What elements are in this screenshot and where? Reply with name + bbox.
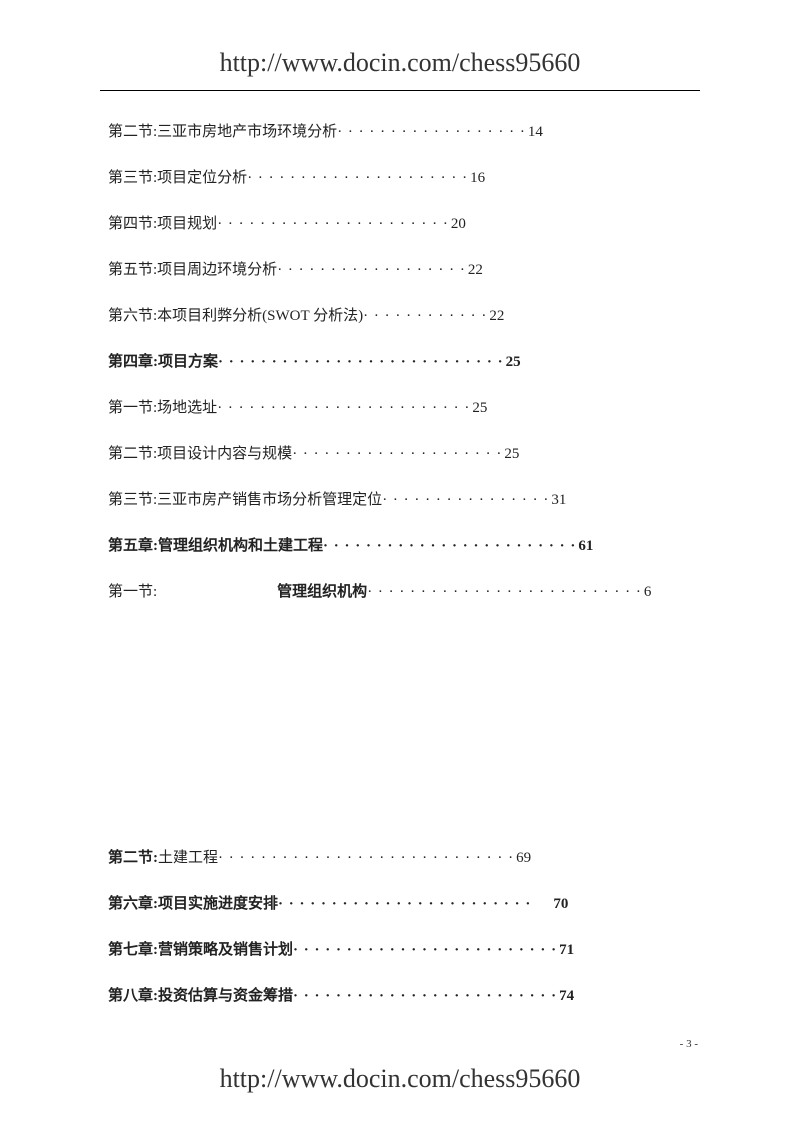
toc-entry: 第二节: 土建工程· · · · · · · · · · · · · · · ·… bbox=[108, 846, 700, 867]
toc-entry: 第五节:项目周边环境分析· · · · · · · · · · · · · · … bbox=[108, 258, 700, 279]
toc-entry-dots: · · · · · · · · · · · · · · · · · · bbox=[277, 262, 466, 279]
toc-entry-dots: · · · · · · · · · · · · bbox=[363, 308, 487, 325]
page-number: - 3 - bbox=[680, 1038, 698, 1050]
toc-entry-title: 项目规划 bbox=[157, 212, 217, 233]
toc-entry-label: 第二节: bbox=[108, 120, 157, 141]
toc-entry-dots: · · · · · · · · · · · · · · · · · · · · bbox=[292, 446, 502, 463]
toc-entry-dots: · · · · · · · · · · · · · · · · · · · · … bbox=[247, 170, 468, 187]
toc-entry-label: 第七章: bbox=[108, 938, 158, 959]
toc-entry-page: 25 bbox=[504, 446, 519, 463]
toc-entry-dots: · · · · · · · · · · · · · · · · · · · · … bbox=[367, 584, 642, 601]
toc-entry: 第三节:三亚市房产销售市场分析管理定位· · · · · · · · · · ·… bbox=[108, 488, 700, 509]
header-rule bbox=[100, 90, 700, 91]
toc-entry: 第六章:项目实施进度安排· · · · · · · · · · · · · · … bbox=[108, 892, 700, 913]
toc-entry-label: 第一节: bbox=[108, 580, 157, 601]
toc-entry-dots: · · · · · · · · · · · · · · · · · · · · … bbox=[218, 850, 514, 867]
toc-entry-page: 16 bbox=[470, 170, 485, 187]
toc-entry-label: 第六节: bbox=[108, 304, 157, 325]
toc-entry-page: 70 bbox=[553, 896, 568, 913]
toc-entry-title: 土建工程 bbox=[158, 846, 218, 867]
toc-entry-page: 22 bbox=[468, 262, 483, 279]
toc-entry-dots: · · · · · · · · · · · · · · · · · · · · … bbox=[217, 400, 470, 417]
toc-entry-label: 第八章: bbox=[108, 984, 158, 1005]
toc-entry: 第四节:项目规划· · · · · · · · · · · · · · · · … bbox=[108, 212, 700, 233]
toc-entry-page: 6 bbox=[644, 584, 652, 601]
toc-entry-label: 第五节: bbox=[108, 258, 157, 279]
toc-entry-dots: · · · · · · · · · · · · · · · · · · bbox=[337, 124, 526, 141]
toc-entry: 第五章:管理组织机构和土建工程· · · · · · · · · · · · ·… bbox=[108, 534, 700, 555]
toc-entry-page: 61 bbox=[578, 538, 593, 555]
toc-entry-page: 71 bbox=[559, 942, 574, 959]
toc-entry-dots: · · · · · · · · · · · · · · · · · · · · … bbox=[293, 988, 557, 1005]
toc-entry-title: 项目设计内容与规模 bbox=[157, 442, 292, 463]
toc-entry-page: 25 bbox=[472, 400, 487, 417]
toc-entry-title: 场地选址 bbox=[157, 396, 217, 417]
toc-entry: 第七章:营销策略及销售计划· · · · · · · · · · · · · ·… bbox=[108, 938, 700, 959]
toc-gap bbox=[108, 626, 700, 846]
toc-entry: 第一节: 管理组织机构· · · · · · · · · · · · · · · … bbox=[108, 580, 700, 601]
toc-entry-title: 营销策略及销售计划 bbox=[158, 938, 293, 959]
toc-entry-label: 第四节: bbox=[108, 212, 157, 233]
toc-entry-dots: · · · · · · · · · · · · · · · · · · · · … bbox=[217, 216, 449, 233]
toc-entry-label: 第三节: bbox=[108, 488, 157, 509]
footer-url: http://www.docin.com/chess95660 bbox=[0, 1064, 800, 1094]
toc-entry-title: 三亚市房地产市场环境分析 bbox=[157, 120, 337, 141]
toc-entry-title: 管理组织机构和土建工程 bbox=[158, 534, 323, 555]
toc-entry-page: 14 bbox=[528, 124, 543, 141]
toc-entry-label: 第二节: bbox=[108, 846, 158, 867]
toc-entry-label: 第五章: bbox=[108, 534, 158, 555]
toc-entry: 第二节:三亚市房地产市场环境分析· · · · · · · · · · · · … bbox=[108, 120, 700, 141]
toc-entry-page: 25 bbox=[506, 354, 521, 371]
toc-entry-page: 31 bbox=[551, 492, 566, 509]
toc-entry: 第四章:项目方案· · · · · · · · · · · · · · · · … bbox=[108, 350, 700, 371]
toc-entry-title: 三亚市房产销售市场分析管理定位 bbox=[157, 488, 382, 509]
toc-entry-label: 第二节: bbox=[108, 442, 157, 463]
toc-entry-label: 第三节: bbox=[108, 166, 157, 187]
toc-entry-title: 项目实施进度安排 bbox=[158, 892, 278, 913]
toc-entry-dots: · · · · · · · · · · · · · · · · bbox=[382, 492, 549, 509]
toc-entry-dots: · · · · · · · · · · · · · · · · · · · · … bbox=[323, 538, 576, 555]
toc-entry-title: 项目定位分析 bbox=[157, 166, 247, 187]
toc-entry-dots: · · · · · · · · · · · · · · · · · · · · … bbox=[218, 354, 504, 371]
toc-entry: 第一节:场地选址· · · · · · · · · · · · · · · · … bbox=[108, 396, 700, 417]
toc-entry-title: 项目周边环境分析 bbox=[157, 258, 277, 279]
table-of-contents: 第二节:三亚市房地产市场环境分析· · · · · · · · · · · · … bbox=[108, 120, 700, 1030]
toc-entry-dots: · · · · · · · · · · · · · · · · · · · · … bbox=[278, 896, 531, 913]
toc-entry-label: 第一节: bbox=[108, 396, 157, 417]
toc-entry-dots: · · · · · · · · · · · · · · · · · · · · … bbox=[293, 942, 557, 959]
toc-entry-page: 74 bbox=[559, 988, 574, 1005]
toc-entry: 第三节:项目定位分析· · · · · · · · · · · · · · · … bbox=[108, 166, 700, 187]
toc-entry-page: 22 bbox=[489, 308, 504, 325]
toc-entry-title: 管理组织机构 bbox=[277, 580, 367, 601]
toc-entry-title: 投资估算与资金筹措 bbox=[158, 984, 293, 1005]
toc-entry-label: 第四章: bbox=[108, 350, 158, 371]
toc-entry-title: 本项目利弊分析(SWOT 分析法) bbox=[157, 304, 363, 325]
toc-entry-label: 第六章: bbox=[108, 892, 158, 913]
toc-entry-page: 20 bbox=[451, 216, 466, 233]
header-url: http://www.docin.com/chess95660 bbox=[0, 48, 800, 78]
toc-entry-page: 69 bbox=[516, 850, 531, 867]
toc-entry: 第八章:投资估算与资金筹措· · · · · · · · · · · · · ·… bbox=[108, 984, 700, 1005]
toc-entry-title: 项目方案 bbox=[158, 350, 218, 371]
toc-entry: 第六节:本项目利弊分析(SWOT 分析法)· · · · · · · · · ·… bbox=[108, 304, 700, 325]
toc-entry: 第二节:项目设计内容与规模· · · · · · · · · · · · · ·… bbox=[108, 442, 700, 463]
